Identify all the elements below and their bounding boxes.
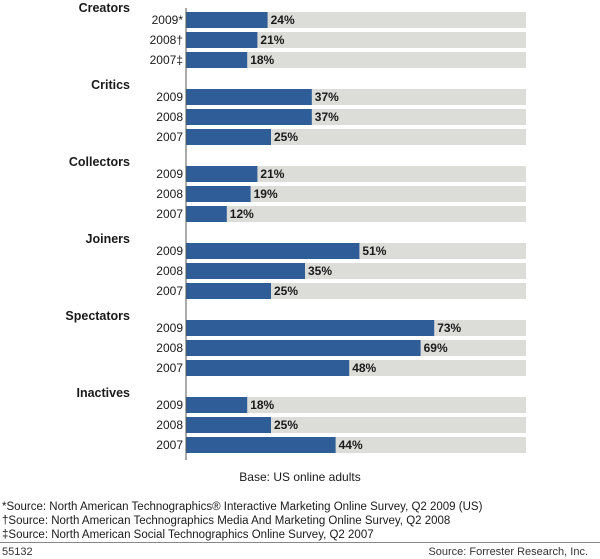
year-label-inactives-2009: 2009 bbox=[156, 398, 183, 412]
bar-inactives-2009 bbox=[186, 397, 248, 413]
bar-creators-2007 bbox=[186, 52, 248, 68]
value-label-collectors-2007: 12% bbox=[230, 207, 254, 221]
year-label-spectators-2008: 2008 bbox=[156, 341, 183, 355]
group-title-joiners: Joiners bbox=[86, 232, 131, 246]
source-note-2: †Source: North American Technographics M… bbox=[2, 515, 451, 527]
value-label-joiners-2009: 51% bbox=[362, 244, 386, 258]
bar-joiners-2008 bbox=[186, 263, 305, 279]
value-label-spectators-2007: 48% bbox=[352, 361, 376, 375]
value-label-inactives-2008: 25% bbox=[274, 418, 298, 432]
group-title-critics: Critics bbox=[91, 78, 130, 92]
bar-track-creators-2009 bbox=[186, 12, 526, 28]
bar-collectors-2009 bbox=[186, 166, 258, 182]
bar-creators-2008 bbox=[186, 32, 258, 48]
value-label-creators-2009: 24% bbox=[271, 13, 295, 27]
year-label-collectors-2008: 2008 bbox=[156, 187, 183, 201]
group-title-inactives: Inactives bbox=[76, 386, 130, 400]
bar-spectators-2007 bbox=[186, 360, 350, 376]
bar-track-creators-2008 bbox=[186, 32, 526, 48]
footer-divider bbox=[0, 542, 600, 543]
value-label-inactives-2007: 44% bbox=[339, 438, 363, 452]
bar-joiners-2007 bbox=[186, 283, 271, 299]
year-label-critics-2007: 2007 bbox=[156, 130, 183, 144]
year-label-critics-2009: 2009 bbox=[156, 90, 183, 104]
source-note-1: *Source: North American Technographics® … bbox=[2, 501, 483, 513]
value-label-collectors-2009: 21% bbox=[260, 167, 284, 181]
value-label-spectators-2009: 73% bbox=[437, 321, 461, 335]
bar-critics-2008 bbox=[186, 109, 312, 125]
value-label-critics-2008: 37% bbox=[315, 110, 339, 124]
bar-track-inactives-2009 bbox=[186, 397, 526, 413]
bar-inactives-2007 bbox=[186, 437, 336, 453]
year-label-inactives-2007: 2007 bbox=[156, 438, 183, 452]
year-label-critics-2008: 2008 bbox=[156, 110, 183, 124]
bar-track-collectors-2008 bbox=[186, 186, 526, 202]
year-label-joiners-2008: 2008 bbox=[156, 264, 183, 278]
bar-track-collectors-2009 bbox=[186, 166, 526, 182]
group-title-collectors: Collectors bbox=[69, 155, 130, 169]
bar-creators-2009 bbox=[186, 12, 268, 28]
value-label-joiners-2008: 35% bbox=[308, 264, 332, 278]
year-label-creators-2008: 2008† bbox=[150, 33, 183, 47]
figure-id: 55132 bbox=[2, 546, 33, 558]
year-label-inactives-2008: 2008 bbox=[156, 418, 183, 432]
value-label-joiners-2007: 25% bbox=[274, 284, 298, 298]
bar-critics-2009 bbox=[186, 89, 312, 105]
base-note: Base: US online adults bbox=[239, 470, 361, 484]
source-note-3: ‡Source: North American Social Technogra… bbox=[2, 529, 374, 541]
bar-inactives-2008 bbox=[186, 417, 271, 433]
year-label-spectators-2009: 2009 bbox=[156, 321, 183, 335]
year-label-joiners-2009: 2009 bbox=[156, 244, 183, 258]
year-label-creators-2009: 2009* bbox=[152, 13, 184, 27]
value-label-collectors-2008: 19% bbox=[254, 187, 278, 201]
group-title-spectators: Spectators bbox=[65, 309, 130, 323]
group-title-creators: Creators bbox=[79, 1, 130, 15]
bar-joiners-2009 bbox=[186, 243, 360, 259]
value-label-critics-2009: 37% bbox=[315, 90, 339, 104]
value-label-creators-2007: 18% bbox=[250, 53, 274, 67]
year-label-creators-2007: 2007‡ bbox=[150, 53, 183, 67]
year-label-collectors-2007: 2007 bbox=[156, 207, 183, 221]
value-label-critics-2007: 25% bbox=[274, 130, 298, 144]
bar-collectors-2008 bbox=[186, 186, 251, 202]
bar-collectors-2007 bbox=[186, 206, 227, 222]
year-label-spectators-2007: 2007 bbox=[156, 361, 183, 375]
bar-spectators-2008 bbox=[186, 340, 421, 356]
bar-track-collectors-2007 bbox=[186, 206, 526, 222]
value-label-spectators-2008: 69% bbox=[424, 341, 448, 355]
bar-critics-2007 bbox=[186, 129, 271, 145]
source-credit: Source: Forrester Research, Inc. bbox=[428, 546, 588, 558]
bar-track-creators-2007 bbox=[186, 52, 526, 68]
source-notes: *Source: North American Technographics® … bbox=[2, 500, 482, 542]
year-label-collectors-2009: 2009 bbox=[156, 167, 183, 181]
value-label-inactives-2009: 18% bbox=[250, 398, 274, 412]
value-label-creators-2008: 21% bbox=[260, 33, 284, 47]
year-label-joiners-2007: 2007 bbox=[156, 284, 183, 298]
bar-spectators-2009 bbox=[186, 320, 435, 336]
bar-chart: Creators 2009* 24% 2008† 21% 2007‡ 18% Critics 2… bbox=[65, 1, 526, 460]
